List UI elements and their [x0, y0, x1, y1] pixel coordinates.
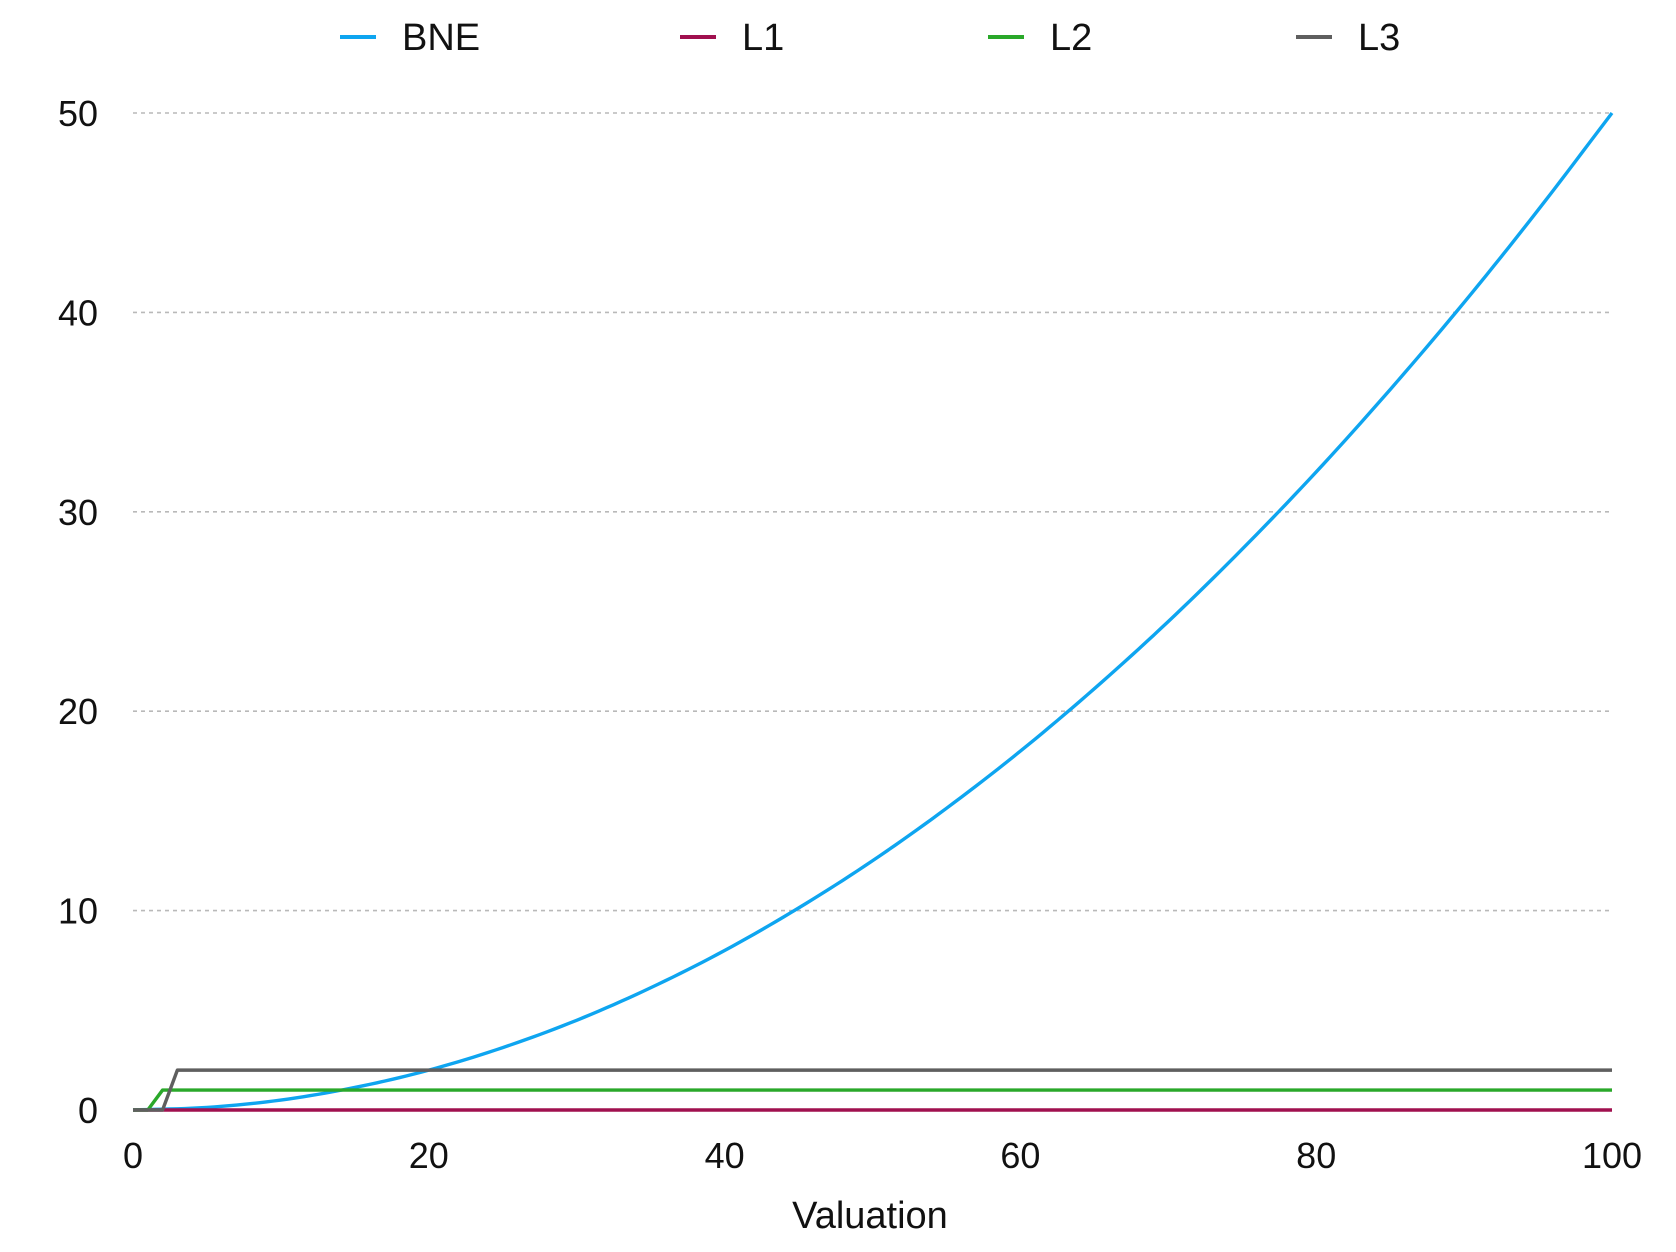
x-tick-label: 20 — [409, 1135, 449, 1176]
y-tick-label: 10 — [58, 891, 98, 932]
series-line-bne — [132, 111, 1614, 1112]
legend-item-l1: L1 — [680, 17, 784, 59]
legend-item-bne: BNE — [340, 17, 480, 59]
y-tick-label: 0 — [78, 1090, 98, 1131]
legend-label: L3 — [1358, 17, 1400, 59]
series-layer — [132, 111, 1614, 1112]
x-axis-tick-labels: 0 20 40 60 80 100 — [123, 1135, 1642, 1176]
y-tick-label: 40 — [58, 292, 98, 333]
x-axis-label: Valuation — [792, 1195, 948, 1237]
y-tick-label: 20 — [58, 691, 98, 732]
x-tick-label: 100 — [1582, 1135, 1642, 1176]
x-tick-label: 0 — [123, 1135, 143, 1176]
y-axis-tick-labels: 0 10 20 30 40 50 — [58, 93, 98, 1131]
legend-label: L1 — [742, 17, 784, 59]
legend-item-l3: L3 — [1296, 17, 1400, 59]
legend: BNE L1 L2 L3 — [340, 17, 1400, 59]
grid-lines — [133, 112, 1612, 912]
legend-label: L2 — [1050, 17, 1092, 59]
y-tick-label: 50 — [58, 93, 98, 134]
series-line-l3 — [133, 1068, 1612, 1112]
x-tick-label: 40 — [705, 1135, 745, 1176]
y-tick-label: 30 — [58, 492, 98, 533]
legend-item-l2: L2 — [988, 17, 1092, 59]
series-line-l2 — [133, 1088, 1612, 1112]
x-tick-label: 60 — [1000, 1135, 1040, 1176]
legend-label: BNE — [402, 17, 480, 59]
x-tick-label: 80 — [1296, 1135, 1336, 1176]
